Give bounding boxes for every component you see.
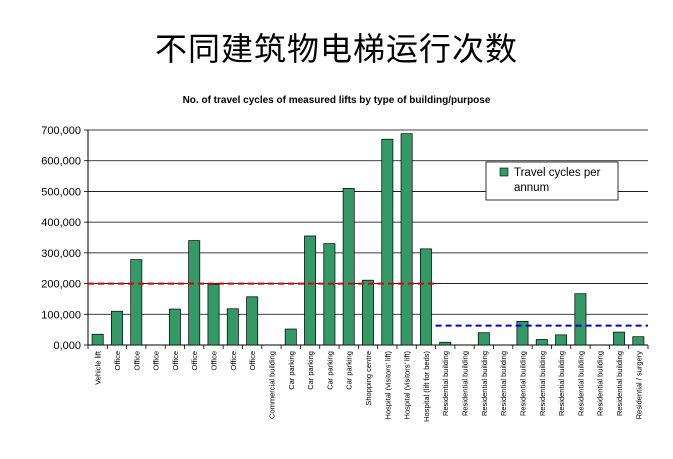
x-tick-label: Office	[152, 351, 161, 370]
bar	[477, 332, 490, 346]
bar	[381, 138, 394, 346]
legend-swatch	[499, 167, 509, 177]
bar	[188, 240, 201, 346]
y-tick-label: 0,000	[53, 340, 81, 352]
x-tick-label: Vehicle lift	[94, 350, 103, 385]
y-tick-label: 300,000	[41, 248, 81, 260]
y-tick-label: 400,000	[41, 217, 81, 229]
x-tick-label: Residential building	[615, 351, 624, 416]
x-tick-label: Shopping centre	[364, 351, 373, 406]
x-tick-label: Car parking	[306, 351, 315, 390]
y-tick-label: 100,000	[41, 309, 81, 321]
bar	[419, 248, 432, 346]
x-tick-label: Office	[113, 351, 122, 370]
slide-title: 不同建筑物电梯运行次数	[154, 30, 518, 68]
x-tick-label: Hospital (visitors' lift)	[403, 351, 412, 420]
bar	[400, 133, 413, 346]
bar	[362, 279, 374, 346]
bar	[91, 333, 104, 346]
x-tick-label: Residential building	[557, 351, 566, 416]
bar	[574, 293, 587, 346]
x-tick-label: Residential building	[518, 351, 527, 416]
bar	[130, 259, 143, 346]
x-tick-label: Office	[132, 351, 141, 370]
bar	[168, 308, 181, 346]
x-tick-label: Office	[229, 351, 238, 370]
y-tick-label: 500,000	[41, 186, 81, 198]
x-tick-label: Office	[210, 351, 219, 370]
x-tick-label: Office	[190, 351, 199, 370]
chart-title: No. of travel cycles of measured lifts b…	[182, 95, 491, 106]
bar	[111, 310, 123, 346]
x-tick-label: Residential building	[480, 351, 489, 416]
x-tick-label: Residential building	[596, 351, 605, 416]
bar	[226, 308, 239, 346]
bar	[246, 296, 259, 346]
tick-labels: 0,000 100,000 200,000 300,000 400,000 500,000…	[41, 125, 643, 422]
y-tick-label: 600,000	[41, 156, 81, 168]
bar	[632, 336, 645, 346]
bar	[304, 235, 317, 346]
bar	[207, 284, 220, 346]
y-tick-label: 200,000	[41, 279, 81, 291]
x-tick-label: Car parking	[325, 351, 334, 390]
bar	[555, 334, 568, 346]
x-tick-label: Residential building	[576, 351, 585, 416]
x-tick-label: Residential building	[538, 351, 547, 416]
bar	[284, 328, 297, 346]
x-tick-label: Car parking	[287, 351, 296, 390]
bar	[342, 188, 355, 346]
bar	[323, 243, 336, 346]
bar	[613, 331, 625, 346]
x-tick-label: Residential building	[499, 351, 508, 416]
bar	[535, 339, 548, 346]
x-tick-label: Residential / surgery	[634, 351, 643, 420]
legend: Travel cycles per annum	[485, 161, 619, 201]
legend-label: Travel cycles per annum	[514, 167, 601, 194]
reference-lines	[88, 282, 648, 327]
x-tick-label: Car parking	[345, 351, 354, 390]
x-tick-label: Hospital (lift for beds)	[422, 350, 431, 421]
x-tick-label: Office	[171, 351, 180, 370]
bar	[516, 321, 529, 346]
bar	[439, 341, 452, 346]
x-tick-label: Residential building	[441, 351, 450, 416]
x-tick-label: Residential building	[461, 351, 470, 416]
x-tick-label: Office	[248, 351, 257, 370]
bars	[91, 133, 645, 346]
x-tick-label: Commercial building	[267, 351, 276, 419]
x-tick-label: Hospital (visitors' lift)	[383, 351, 392, 420]
y-tick-label: 700,000	[41, 125, 81, 137]
